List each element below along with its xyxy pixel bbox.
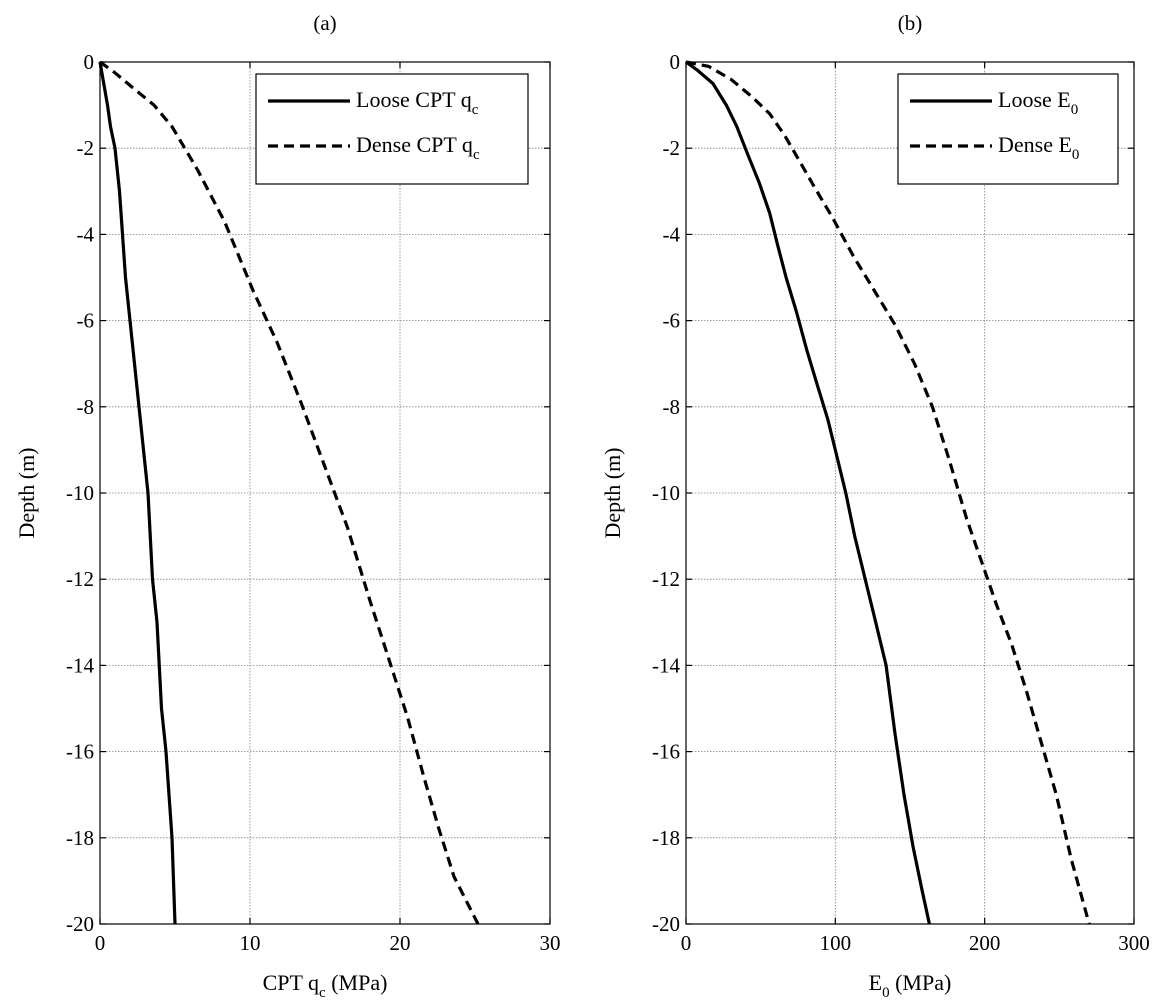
y-tick-label-a: -14 <box>66 653 94 677</box>
x-axis-label-a: CPT qc (MPa) <box>263 970 388 1001</box>
x-tick-label-a: 10 <box>240 931 261 955</box>
y-tick-label-a: -20 <box>66 912 94 936</box>
y-tick-label-a: -4 <box>77 222 95 246</box>
y-tick-label-b: -14 <box>652 653 680 677</box>
y-tick-label-a: -16 <box>66 740 94 764</box>
x-tick-label-a: 20 <box>390 931 411 955</box>
y-tick-label-a: -18 <box>66 826 94 850</box>
y-tick-label-a: -8 <box>77 395 95 419</box>
x-tick-label-a: 0 <box>95 931 106 955</box>
y-tick-label-b: -18 <box>652 826 680 850</box>
panel-b-chart: 0 100 200 300 0 -2 -4 -6 -8 -10 -12 -14 -16 -18 -20 (b)… <box>600 11 1150 1001</box>
panel-label-a: (a) <box>313 11 336 35</box>
x-tick-label-b: 0 <box>681 931 692 955</box>
x-tick-label-b: 300 <box>1118 931 1150 955</box>
y-tick-label-a: -6 <box>77 309 95 333</box>
panel-a-chart: 0 10 20 30 0 -2 -4 -6 -8 -10 -12 -14 -16 -18 -20 (a) Dep… <box>14 11 561 1001</box>
y-tick-label-b: -6 <box>663 309 681 333</box>
y-tick-label-b: -16 <box>652 740 680 764</box>
x-tick-label-b: 200 <box>969 931 1001 955</box>
y-tick-label-b: -12 <box>652 567 680 591</box>
x-tick-label-a: 30 <box>540 931 561 955</box>
y-tick-label-b: 0 <box>670 50 681 74</box>
y-tick-label-b: -8 <box>663 395 681 419</box>
y-tick-label-b: -10 <box>652 481 680 505</box>
y-axis-label-b: Depth (m) <box>600 447 625 538</box>
panel-label-b: (b) <box>898 11 923 35</box>
y-tick-label-a: -2 <box>77 136 95 160</box>
y-tick-label-a: -10 <box>66 481 94 505</box>
x-tick-label-b: 100 <box>820 931 852 955</box>
x-axis-label-b: E0 (MPa) <box>869 970 952 1001</box>
y-tick-label-b: -20 <box>652 912 680 936</box>
y-tick-label-a: 0 <box>84 50 95 74</box>
y-axis-label-a: Depth (m) <box>14 447 39 538</box>
y-tick-label-b: -4 <box>663 222 681 246</box>
y-tick-label-b: -2 <box>663 136 681 160</box>
y-tick-label-a: -12 <box>66 567 94 591</box>
